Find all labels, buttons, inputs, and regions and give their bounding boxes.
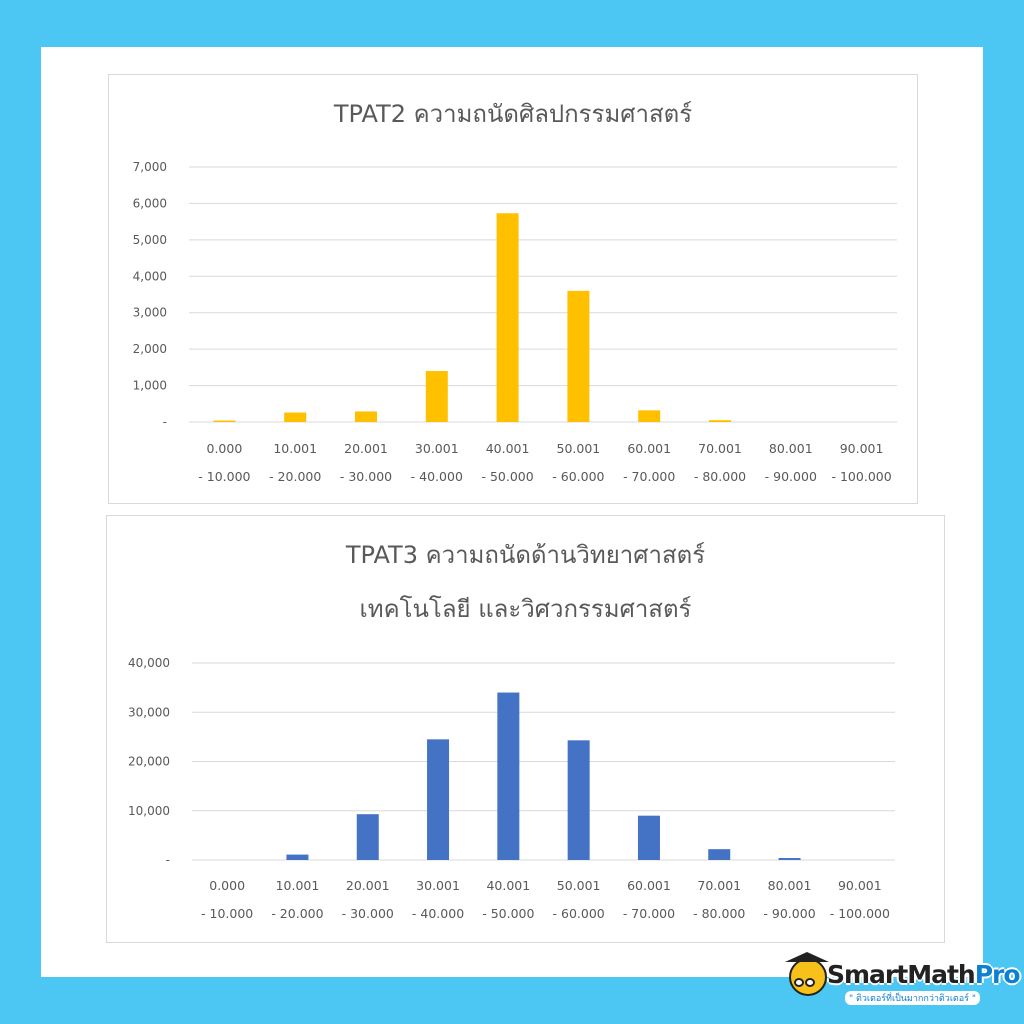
x-tick-label: - 10.000 <box>198 469 250 484</box>
x-tick-label: 60.001 <box>627 878 671 893</box>
x-tick-label: 50.001 <box>557 878 601 893</box>
x-tick-label: - 80.000 <box>693 906 745 921</box>
bar <box>356 814 379 860</box>
chart-title: TPAT2 ความถนัดศิลปกรรมศาสตร์ <box>333 100 693 128</box>
x-tick-label: - 70.000 <box>623 906 675 921</box>
x-tick-label: - 30.000 <box>342 906 394 921</box>
bar <box>567 740 590 860</box>
x-tick-label: 80.001 <box>768 878 812 893</box>
brand-logo: SmartMathPro " ติวเตอร์ที่เป็นมากกว่าติว… <box>785 952 1021 1010</box>
x-tick-label: - 100.000 <box>832 469 892 484</box>
x-tick-label: - 100.000 <box>830 906 890 921</box>
bar <box>637 815 660 860</box>
bar <box>778 858 801 860</box>
x-tick-label: - 60.000 <box>552 469 604 484</box>
y-tick-label: 40,000 <box>128 656 170 670</box>
bar <box>213 420 236 422</box>
chart-tpat3: TPAT3 ความถนัดด้านวิทยาศาสตร์ เทคโนโลยี … <box>106 515 945 943</box>
x-tick-label: - 20.000 <box>271 906 323 921</box>
chart-plot-area: - 10,000 20,000 30,000 40,000 0.000 - 10.000 10… <box>128 656 895 921</box>
x-tick-label: - 50.000 <box>482 906 534 921</box>
x-tick-label: 10.001 <box>273 441 317 456</box>
x-tick-label: 30.001 <box>415 441 459 456</box>
bar <box>427 739 450 860</box>
x-tick-label: 0.000 <box>209 878 245 893</box>
y-tick-label: 2,000 <box>133 342 167 356</box>
brand-tagline: " ติวเตอร์ที่เป็นมากกว่าติวเตอร์ " <box>845 991 980 1005</box>
x-tick-label: - 40.000 <box>411 469 463 484</box>
y-tick-label: 7,000 <box>133 160 167 174</box>
x-tick-label: - 20.000 <box>269 469 321 484</box>
y-tick-label: 30,000 <box>128 705 170 719</box>
bar <box>709 420 731 422</box>
graduation-cap-icon <box>785 952 829 962</box>
x-tick-label: - 30.000 <box>340 469 392 484</box>
x-tick-label: 30.001 <box>416 878 460 893</box>
y-tick-label: 5,000 <box>133 233 167 247</box>
y-tick-label: 1,000 <box>133 379 167 393</box>
glasses-icon <box>794 972 822 987</box>
y-tick-label: 3,000 <box>133 306 167 320</box>
x-tick-label: 40.001 <box>486 441 530 456</box>
x-tick-label: 80.001 <box>769 441 813 456</box>
x-tick-label: - 80.000 <box>694 469 746 484</box>
x-tick-label: - 90.000 <box>765 469 817 484</box>
x-tick-label: 70.001 <box>698 441 742 456</box>
y-tick-label: - <box>163 415 167 429</box>
x-tick-label: 20.001 <box>346 878 390 893</box>
y-tick-label: 6,000 <box>133 196 167 210</box>
bar <box>567 290 590 422</box>
y-tick-label: 10,000 <box>128 804 170 818</box>
y-tick-label: 4,000 <box>133 269 167 283</box>
x-tick-label: - 90.000 <box>763 906 815 921</box>
brand-name: SmartMathPro <box>827 960 1021 989</box>
x-tick-label: 50.001 <box>557 441 601 456</box>
y-tick-label: 20,000 <box>128 755 170 769</box>
bar <box>708 849 731 860</box>
x-tick-label: 40.001 <box>486 878 530 893</box>
bar <box>284 412 307 422</box>
bar <box>286 854 309 860</box>
bar <box>497 692 520 860</box>
chart-plot-area: - 1,000 2,000 3,000 4,000 5,000 6,000 7,000 0.00… <box>133 160 897 484</box>
x-tick-label: 90.001 <box>838 878 882 893</box>
bar <box>496 213 519 422</box>
bar <box>425 371 448 422</box>
chart-title-line-1: TPAT3 ความถนัดด้านวิทยาศาสตร์ <box>345 541 706 569</box>
chart-tpat2: TPAT2 ความถนัดศิลปกรรมศาสตร์ - 1,000 2,000… <box>108 74 918 504</box>
x-tick-label: 90.001 <box>840 441 884 456</box>
x-tick-label: - 50.000 <box>481 469 533 484</box>
x-tick-label: 60.001 <box>627 441 671 456</box>
x-tick-label: 0.000 <box>207 441 243 456</box>
y-tick-label: - <box>166 853 170 867</box>
x-tick-label: 20.001 <box>344 441 388 456</box>
x-tick-label: 10.001 <box>276 878 320 893</box>
x-tick-label: - 10.000 <box>201 906 253 921</box>
bar <box>355 411 377 422</box>
x-tick-label: - 60.000 <box>553 906 605 921</box>
chart-title-line-2: เทคโนโลยี และวิศวกรรมศาสตร์ <box>359 595 692 623</box>
x-tick-label: 70.001 <box>697 878 741 893</box>
x-tick-label: - 70.000 <box>623 469 675 484</box>
bar <box>638 410 661 422</box>
x-tick-label: - 40.000 <box>412 906 464 921</box>
mascot-icon <box>789 958 827 996</box>
